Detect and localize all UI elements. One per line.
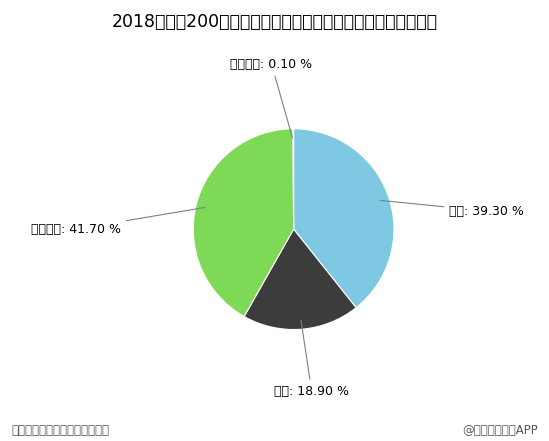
Text: 综合处理: 41.70 %: 综合处理: 41.70 % <box>31 207 205 235</box>
Text: 资料来源：前瞻产业研究院整理: 资料来源：前瞻产业研究院整理 <box>11 424 109 437</box>
Wedge shape <box>294 129 394 308</box>
Wedge shape <box>293 129 294 229</box>
Text: 贮存: 39.30 %: 贮存: 39.30 % <box>380 200 524 217</box>
Text: @前瞻经济学人APP: @前瞻经济学人APP <box>462 424 538 437</box>
Wedge shape <box>244 229 356 329</box>
Text: 2018年中国200个大、中城市一般工业固体废物利用、处置情况: 2018年中国200个大、中城市一般工业固体废物利用、处置情况 <box>111 13 438 31</box>
Wedge shape <box>193 129 294 317</box>
Text: 处置: 18.90 %: 处置: 18.90 % <box>274 320 349 398</box>
Text: 倾倒丢弃: 0.10 %: 倾倒丢弃: 0.10 % <box>231 58 312 138</box>
